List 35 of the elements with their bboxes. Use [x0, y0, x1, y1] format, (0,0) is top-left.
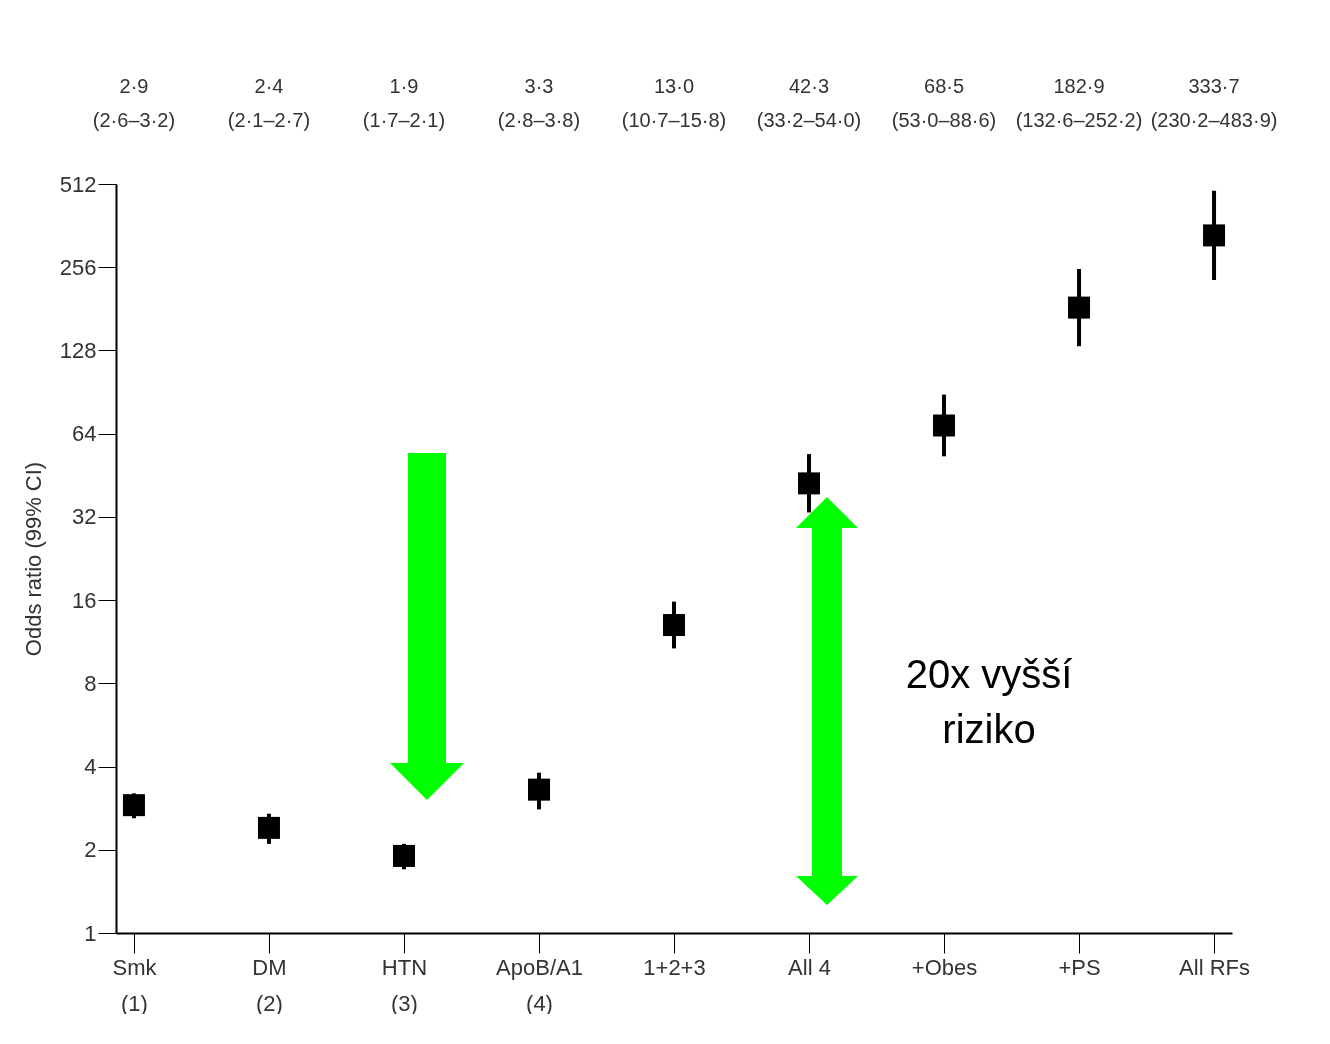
- y-tick-label: 512: [59, 171, 97, 197]
- x-tick-label: 1+2+3: [643, 954, 706, 980]
- data-label: 333·7 (230·2–483·9): [1150, 75, 1278, 131]
- y-tick-label: 128: [59, 337, 97, 363]
- x-tick-label: All 4: [788, 954, 831, 980]
- y-axis-title: Odds ratio (99% CI): [20, 461, 46, 657]
- point: [257, 816, 280, 839]
- y-tick-label: 4: [84, 754, 97, 780]
- x-tick-label: +PS: [1058, 954, 1101, 980]
- data-label: 3·3 (2·8–3·8): [497, 75, 581, 131]
- point: [122, 794, 145, 817]
- data-label: 182·9 (132·6–252·2): [1015, 75, 1143, 131]
- data-label: 68·5 (53·0–88·6): [891, 75, 997, 131]
- point: [933, 414, 956, 437]
- y-tick-label: 1: [84, 920, 97, 946]
- point: [1068, 296, 1091, 319]
- x-tick-label: +Obes: [911, 954, 978, 980]
- data-label: 42·3 (33·2–54·0): [756, 75, 862, 131]
- y-tick-label: 16: [72, 587, 97, 613]
- point: [1203, 224, 1226, 247]
- y-tick-label: 256: [59, 254, 97, 280]
- data-label: 2·9 (2·6–3·2): [92, 75, 176, 131]
- y-tick-label: 64: [72, 421, 97, 447]
- point: [527, 778, 550, 801]
- data-label: 1·9 (1·7–2·1): [362, 75, 446, 131]
- data-label: 13·0 (10·7–15·8): [621, 75, 727, 131]
- y-tick-label: 32: [72, 504, 97, 530]
- y-tick-label: 8: [84, 670, 97, 696]
- data-label: 2·4 (2·1–2·7): [227, 75, 311, 131]
- annotation: 20x vyšší riziko: [905, 652, 1073, 751]
- point: [798, 472, 821, 495]
- point: [392, 844, 415, 867]
- point: [663, 614, 685, 637]
- x-tick-label: All RFs: [1179, 954, 1250, 980]
- y-tick-label: 2: [84, 837, 97, 863]
